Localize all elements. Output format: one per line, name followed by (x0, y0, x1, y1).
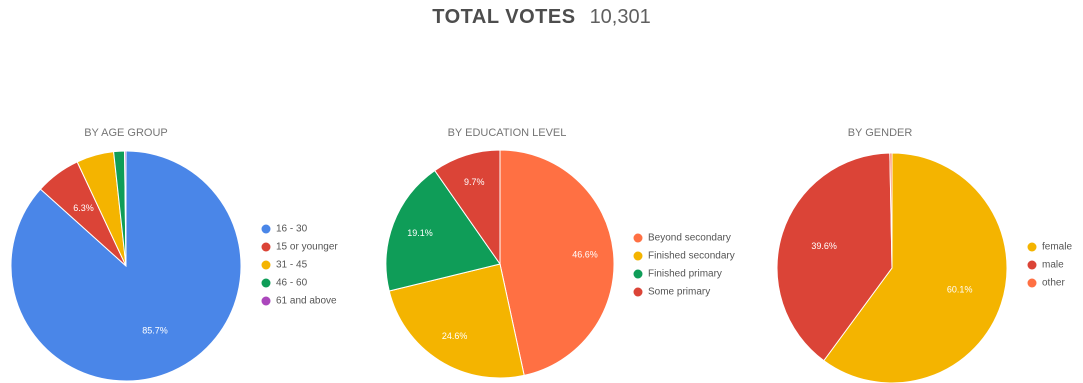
legend-label-31-45[interactable]: 31 - 45 (276, 260, 308, 271)
slice-label-15-or-younger: 6.3% (73, 203, 94, 213)
legend-swatch-15-or-younger (261, 242, 271, 252)
legend-label-finished-secondary[interactable]: Finished secondary (648, 251, 735, 262)
legend-label-some-primary[interactable]: Some primary (648, 287, 710, 298)
legend-label-male[interactable]: male (1042, 260, 1064, 271)
legend-swatch-16-30 (261, 224, 271, 234)
chart-title: BY GENDER (848, 127, 913, 139)
slice-label-beyond-secondary: 46.6% (572, 249, 598, 259)
chart-title: BY AGE GROUP (84, 127, 168, 139)
legend-swatch-finished-secondary (633, 251, 643, 261)
slice-label-male: 39.6% (811, 241, 837, 251)
pie-slice-61-and-above[interactable] (124, 150, 127, 267)
legend-swatch-finished-primary (633, 269, 643, 279)
total-votes-header: TOTAL VOTES 10,301 (0, 6, 1083, 29)
legend-swatch-61-and-above (261, 296, 271, 306)
total-votes-label: TOTAL VOTES (432, 6, 576, 28)
total-votes-value: 10,301 (589, 6, 651, 28)
legend-swatch-male (1027, 260, 1037, 270)
slice-label-female: 60.1% (947, 285, 973, 295)
legend-swatch-31-45 (261, 260, 271, 270)
pie-chart-1: BY AGE GROUP 85.7% 6.3% 16 - 30 15 or younge… (10, 127, 338, 382)
legend-label-46-60[interactable]: 46 - 60 (276, 278, 308, 289)
legend-label-female[interactable]: female (1042, 242, 1072, 253)
legend-label-finished-primary[interactable]: Finished primary (648, 269, 722, 280)
slice-label-finished-primary: 19.1% (407, 228, 433, 238)
pie-slice-finished-primary[interactable] (385, 169, 501, 292)
legend-swatch-other (1027, 278, 1037, 288)
legend-swatch-beyond-secondary (633, 233, 643, 243)
legend-label-61-and-above[interactable]: 61 and above (276, 296, 337, 307)
legend-swatch-some-primary (633, 287, 643, 297)
legend-label-other[interactable]: other (1042, 278, 1065, 289)
legend-label-beyond-secondary[interactable]: Beyond secondary (648, 233, 731, 244)
legend-label-15-or-younger[interactable]: 15 or younger (276, 242, 338, 253)
pie-slice-finished-secondary[interactable] (388, 263, 525, 379)
legend-label-16-30[interactable]: 16 - 30 (276, 224, 308, 235)
slice-label-finished-secondary: 24.6% (442, 331, 468, 341)
pie-slice-female[interactable] (823, 152, 1008, 383)
pie-chart-3: BY GENDER 60.1% 39.6% female male other (776, 127, 1072, 383)
slice-label-16-30: 85.7% (142, 325, 168, 335)
pie-slice-other[interactable] (889, 152, 893, 269)
slice-label-some-primary: 9.7% (464, 177, 485, 187)
pie-slice-male[interactable] (776, 152, 893, 362)
pie-slice-beyond-secondary[interactable] (499, 149, 615, 377)
pie-chart-2: BY EDUCATION LEVEL 46.6% 24.6% 19.1% 9.7% Bey… (385, 127, 735, 379)
legend-swatch-46-60 (261, 278, 271, 288)
chart-title: BY EDUCATION LEVEL (448, 127, 567, 139)
legend-swatch-female (1027, 242, 1037, 252)
pie-slice-some-primary[interactable] (434, 149, 501, 266)
